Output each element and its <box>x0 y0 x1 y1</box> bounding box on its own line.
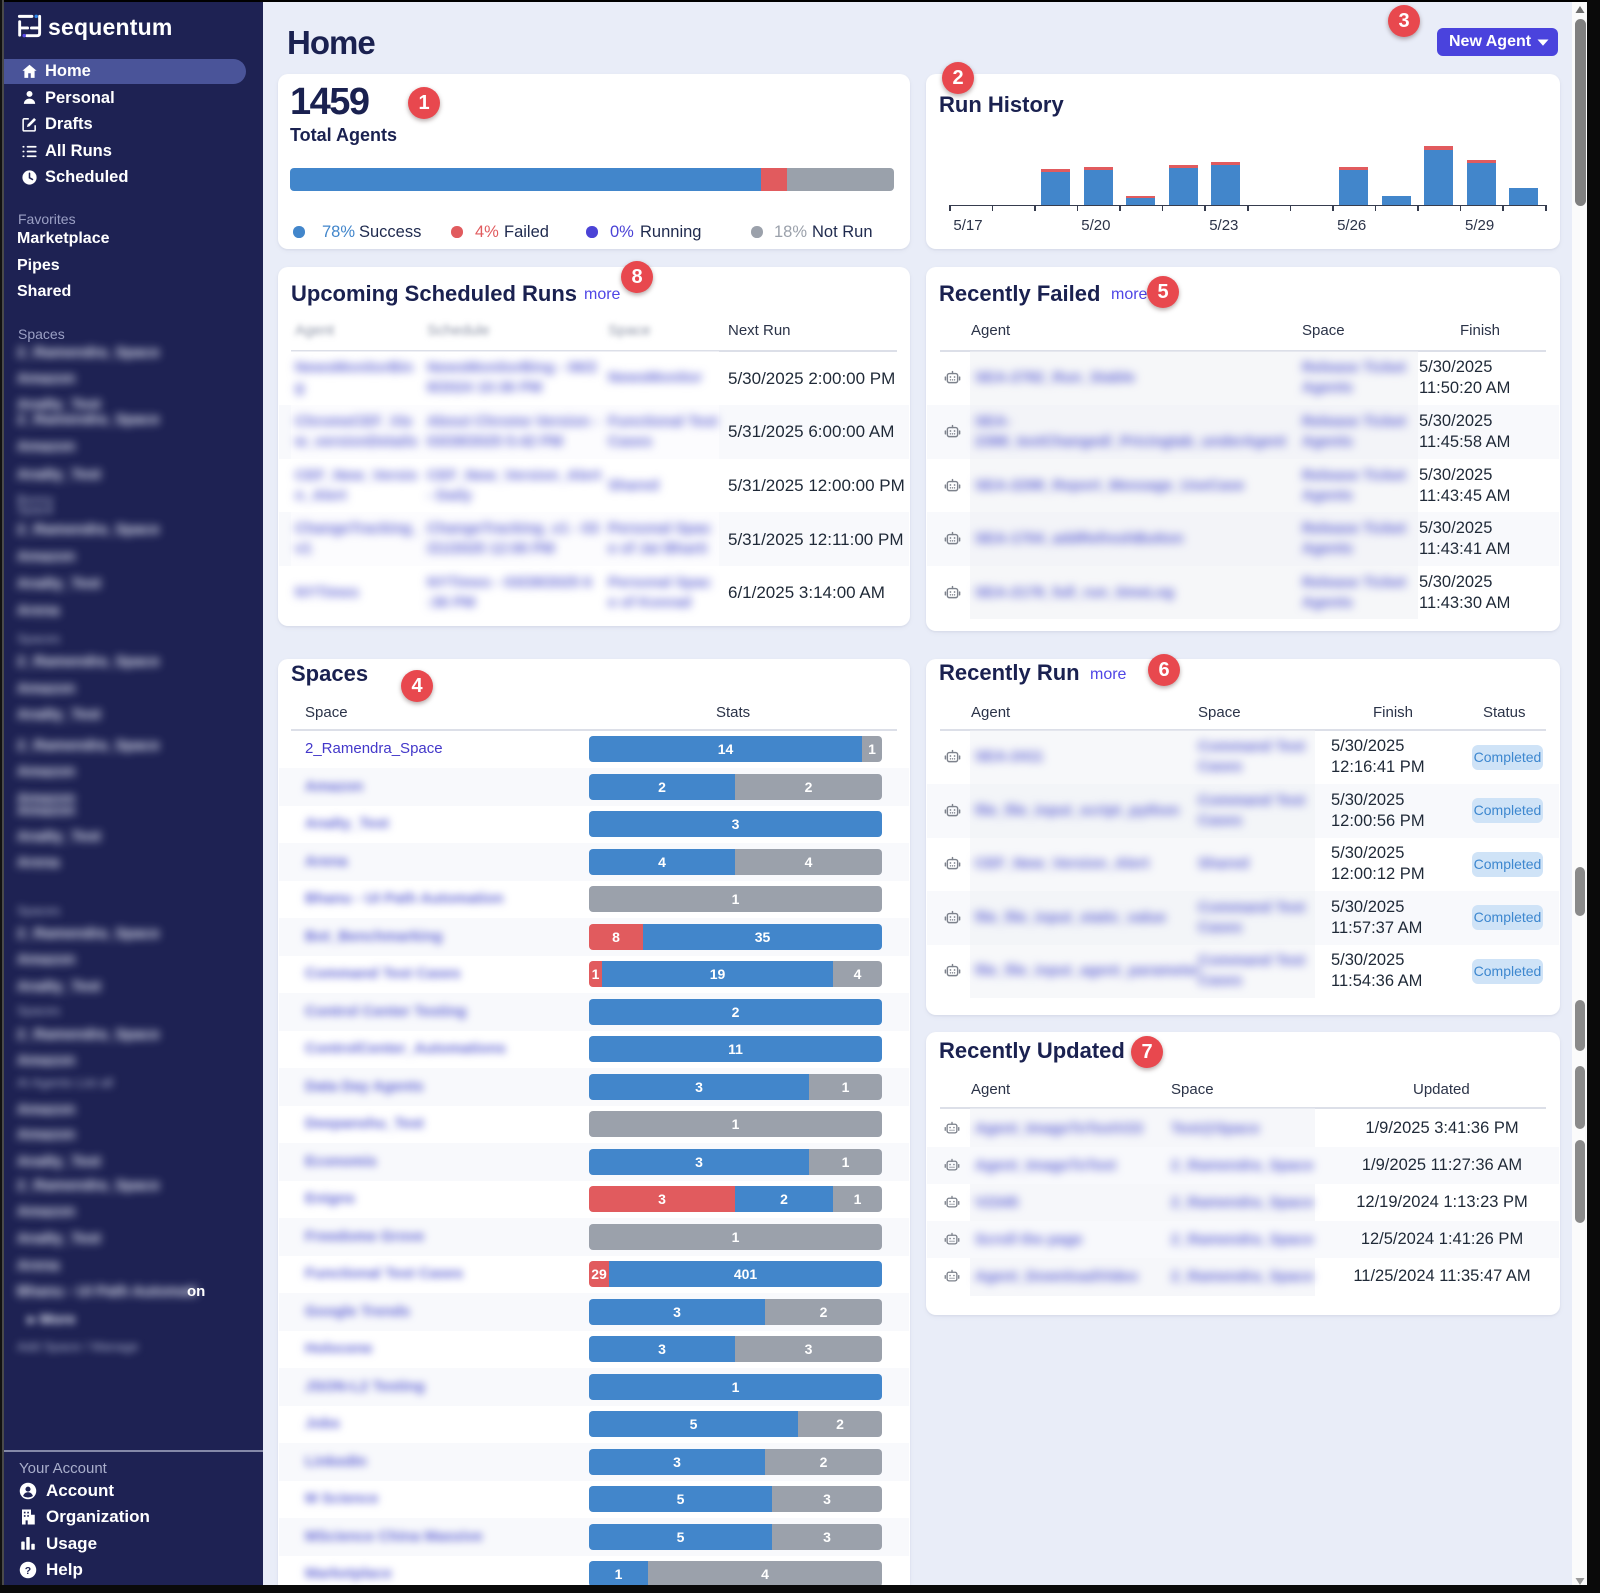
svg-text:?: ? <box>25 1565 31 1577</box>
